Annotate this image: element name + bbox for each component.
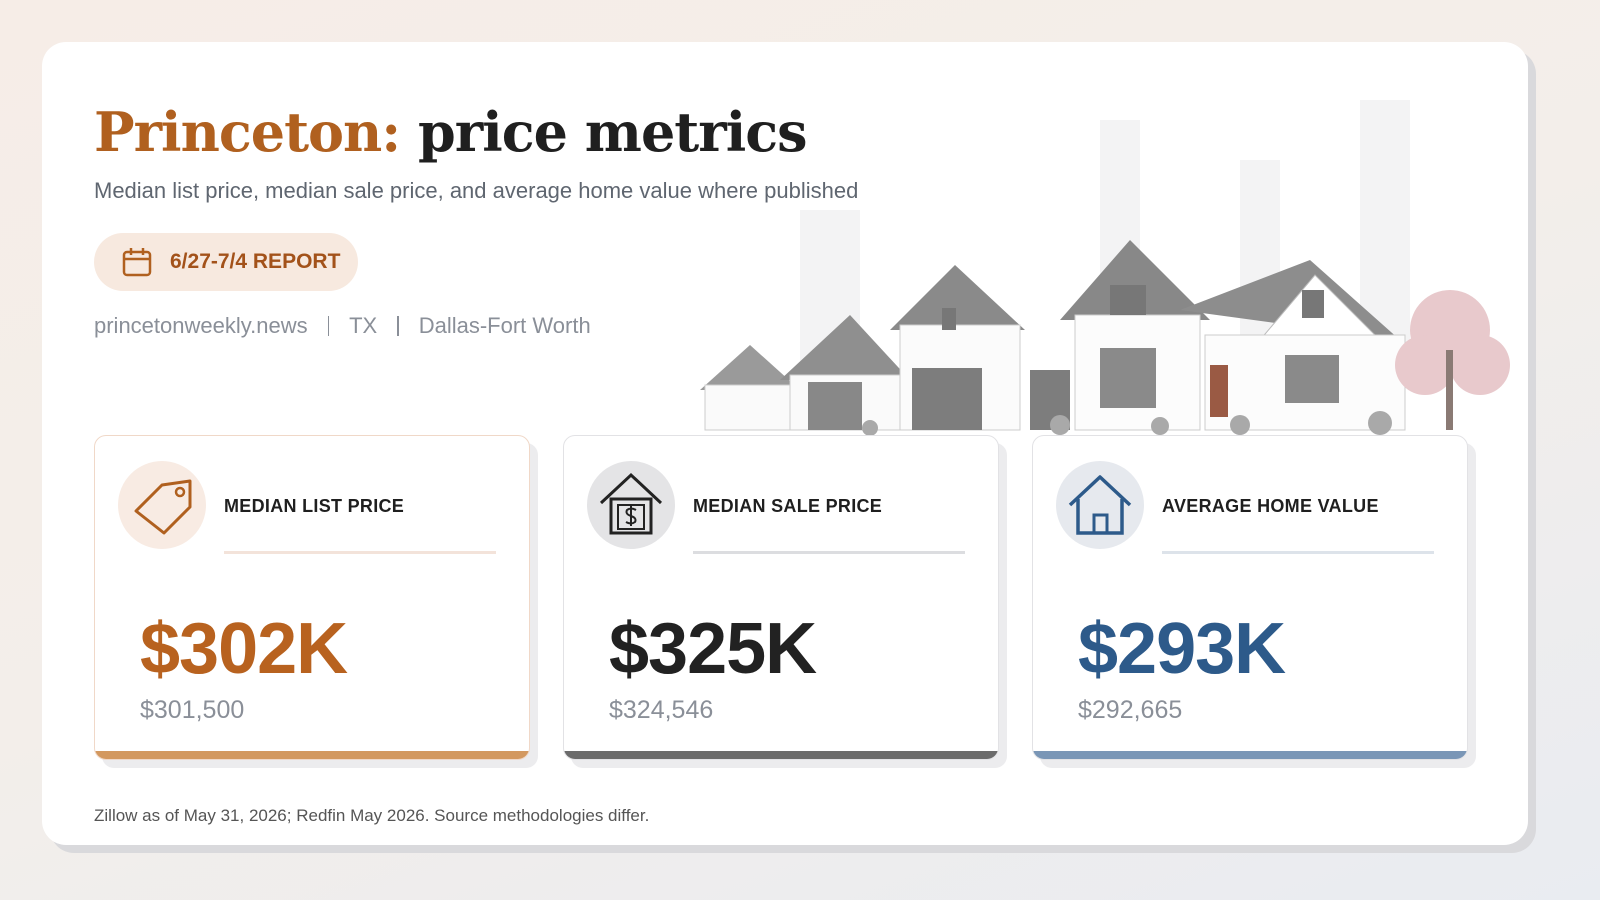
card-label: MEDIAN SALE PRICE — [693, 496, 883, 516]
card-exact: $324,546 — [609, 696, 714, 724]
icon-circle — [1056, 461, 1144, 549]
sale-icon — [599, 472, 663, 535]
icon-circle — [118, 461, 206, 549]
card-rule — [224, 551, 496, 554]
separator — [397, 316, 399, 336]
home-icon — [1068, 475, 1132, 535]
meta: princetonweekly.news TX Dallas-Fort Wort… — [94, 313, 591, 339]
card-bar — [564, 751, 998, 759]
card-bar — [1033, 751, 1467, 759]
card-rule — [1162, 551, 1434, 554]
tag-icon — [134, 479, 192, 535]
card-value: $302K — [140, 609, 348, 689]
calendar-icon — [122, 248, 152, 277]
report-badge: 6/27-7/4 REPORT — [94, 233, 358, 291]
meta-region: Dallas-Fort Worth — [418, 313, 591, 338]
title-place: Princeton: — [94, 100, 401, 164]
card-bar — [95, 751, 529, 759]
footnote: Zillow as of May 31, 2026; Redfin May 20… — [94, 806, 650, 825]
card-exact: $292,665 — [1078, 696, 1183, 724]
meta-site: princetonweekly.news — [94, 313, 308, 338]
metric-card: MEDIAN LIST PRICE $302K $301,500 — [94, 435, 530, 760]
icon-circle — [587, 461, 675, 549]
card-value: $293K — [1078, 609, 1286, 689]
badge-text: 6/27-7/4 REPORT — [170, 250, 341, 273]
separator — [327, 316, 330, 336]
house-illustration — [700, 100, 1510, 436]
card-label: AVERAGE HOME VALUE — [1162, 496, 1379, 516]
card-exact: $301,500 — [140, 696, 245, 724]
card-rule — [693, 551, 965, 554]
card-label: MEDIAN LIST PRICE — [224, 496, 405, 516]
card-value: $325K — [609, 609, 817, 689]
subtitle: Median list price, median sale price, an… — [94, 178, 859, 203]
meta-state: TX — [349, 313, 378, 338]
title-rest: price metrics — [418, 100, 807, 164]
metric-card: AVERAGE HOME VALUE $293K $292,665 — [1032, 435, 1468, 760]
title: Princeton: price metrics — [94, 100, 808, 164]
metric-card: MEDIAN SALE PRICE $325K $324,546 — [563, 435, 999, 760]
